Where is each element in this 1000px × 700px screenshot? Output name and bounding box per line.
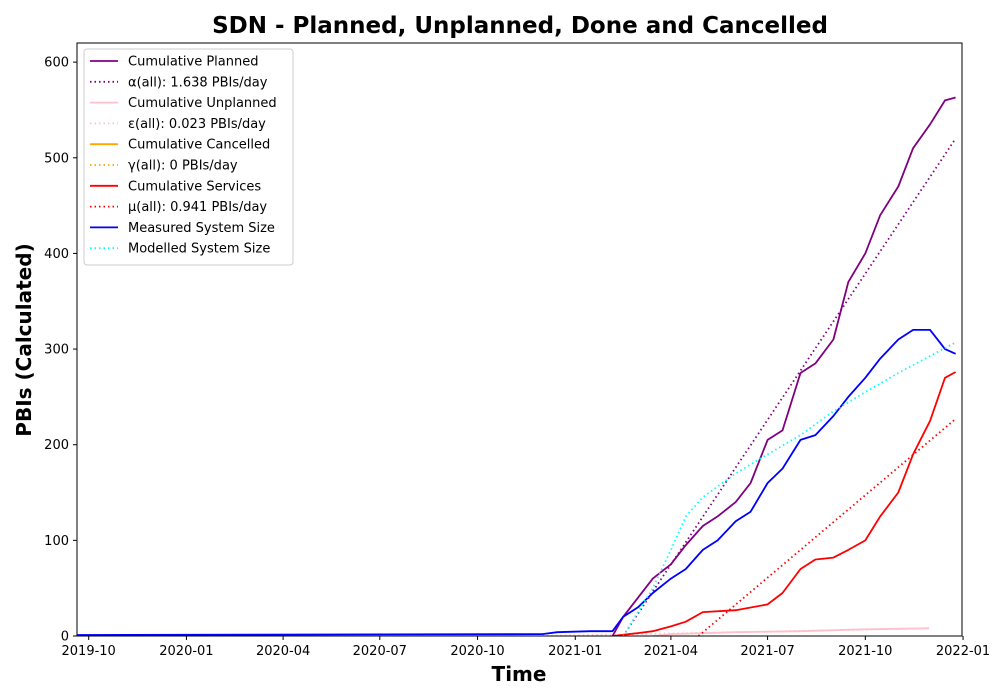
legend-entry-7: μ(all): 0.941 PBIs/day [128,200,267,215]
legend-entry-8: Measured System Size [128,221,275,236]
legend-entry-6: Cumulative Services [128,179,261,194]
x-tick-label-1: 2020-01 [159,644,213,659]
y-tick-label-4: 400 [44,247,69,262]
plot-frame [76,42,963,637]
series-line-6 [612,371,957,636]
series-line-9 [622,341,957,636]
x-tick-label-3: 2020-07 [353,644,407,659]
chart-title: SDN - Planned, Unplanned, Done and Cance… [212,13,828,39]
y-axis-label: PBIs (Calculated) [12,243,36,436]
y-tick-label-2: 200 [44,438,69,453]
legend: Cumulative Planned α(all): 1.638 PBIs/day… [83,48,294,266]
series-line-8 [77,329,956,636]
y-tick-label-1: 100 [44,534,69,549]
series-line-2 [652,627,930,636]
series-group [77,96,957,636]
series-line-7 [697,418,957,636]
y-tick-label-3: 300 [44,343,69,358]
x-tick-label-2: 2020-04 [256,644,310,659]
legend-entry-9: Modelled System Size [128,242,270,257]
y-tick-label-6: 600 [44,56,69,71]
legend-entry-2: Cumulative Unplanned [128,96,277,111]
x-tick-label-8: 2021-10 [838,644,892,659]
x-tick-label-7: 2021-07 [740,644,794,659]
x-tick-label-6: 2021-04 [644,644,698,659]
series-line-0 [611,96,956,636]
series-line-1 [622,138,957,636]
series-line-3 [542,627,930,636]
y-tick-label-0: 0 [61,630,69,645]
legend-entry-5: γ(all): 0 PBIs/day [128,159,238,174]
legend-entry-0: Cumulative Planned [128,55,258,70]
x-tick-label-4: 2020-10 [450,644,504,659]
y-tick-label-5: 500 [44,151,69,166]
legend-entry-4: Cumulative Cancelled [128,138,270,153]
legend-entry-1: α(all): 1.638 PBIs/day [128,75,268,90]
legend-entry-3: ε(all): 0.023 PBIs/day [128,117,266,132]
x-axis-label: Time [492,662,547,686]
x-tick-label-0: 2019-10 [62,644,116,659]
legend-box [83,48,294,266]
plot-area: 2019-10 2020-01 2020-04 2020-07 2020-10 2021-… [44,42,990,659]
x-tick-label-5: 2021-01 [548,644,602,659]
x-tick-label-9: 2022-01 [936,644,990,659]
